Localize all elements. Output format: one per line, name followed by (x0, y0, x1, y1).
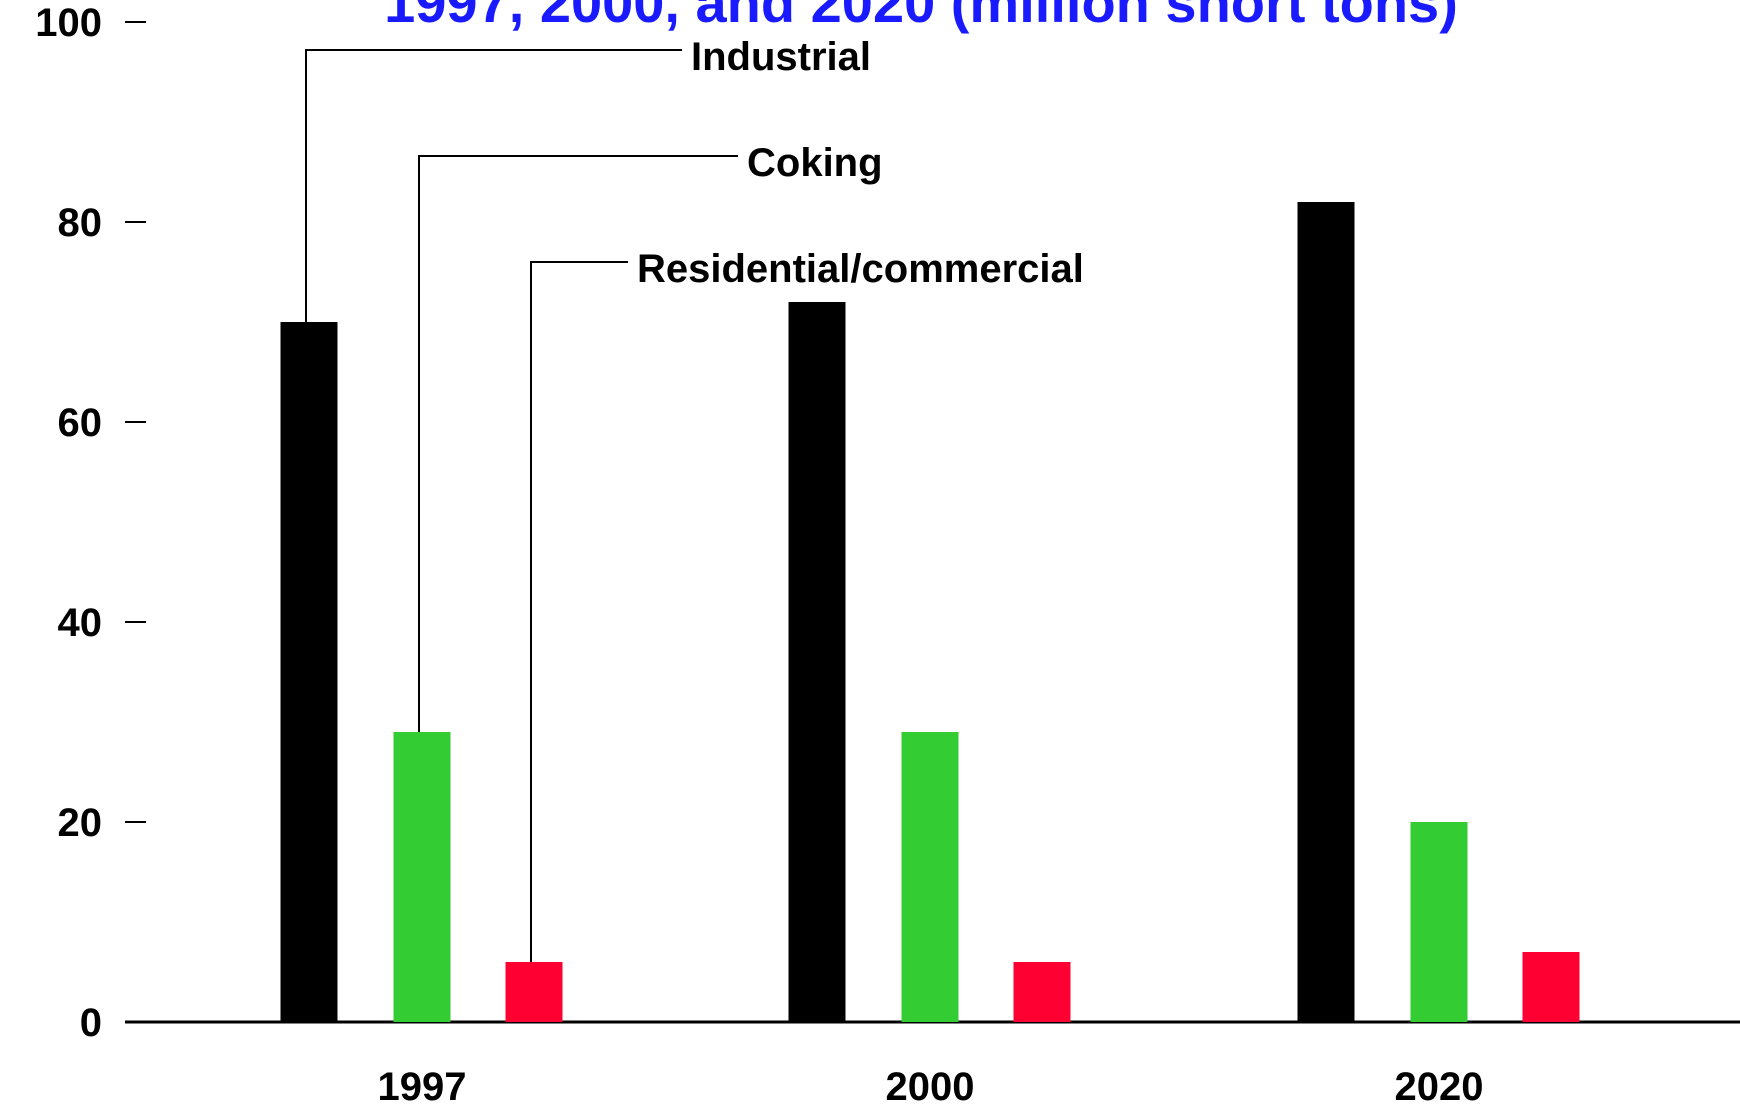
leader-line (530, 261, 628, 962)
legend-label: Industrial (691, 35, 871, 79)
leader-line (418, 155, 738, 732)
x-tick-label: 2020 (1395, 1065, 1484, 1109)
x-tick-label: 1997 (378, 1065, 467, 1109)
bar (1013, 962, 1071, 1022)
x-tick-label: 2000 (886, 1065, 975, 1109)
bar (1522, 952, 1580, 1022)
y-tick-label: 20 (58, 801, 103, 845)
legend-label: Residential/commercial (637, 247, 1084, 291)
y-tick-label: 60 (58, 401, 103, 445)
bar (505, 962, 563, 1022)
leader-line (305, 49, 682, 322)
bar (1297, 202, 1355, 1022)
bar (280, 322, 338, 1022)
y-tick-label: 100 (35, 1, 102, 45)
bar (901, 732, 959, 1022)
bar (788, 302, 846, 1022)
legend-label: Coking (747, 141, 883, 185)
y-tick-label: 40 (58, 601, 103, 645)
bar (1410, 822, 1468, 1022)
chart-title: 1997, 2000, and 2020 (million short tons… (384, 0, 1458, 34)
y-tick-label: 80 (58, 201, 103, 245)
y-tick-label: 0 (80, 1001, 102, 1045)
bar (393, 732, 451, 1022)
